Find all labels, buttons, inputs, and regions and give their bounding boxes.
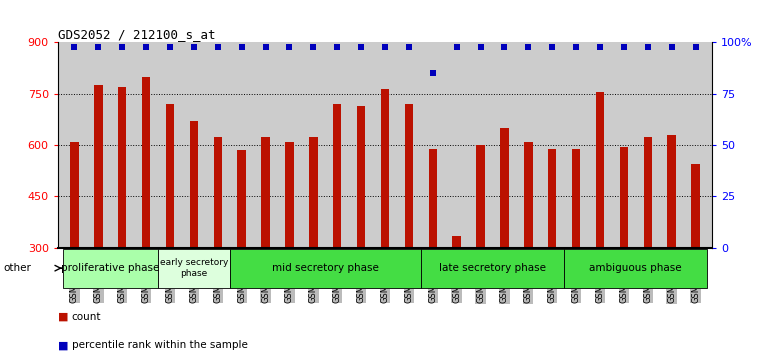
- Text: count: count: [72, 312, 101, 322]
- Bar: [70, 142, 79, 248]
- Bar: [644, 137, 652, 248]
- Bar: [572, 149, 581, 248]
- Text: other: other: [4, 263, 32, 273]
- Bar: [189, 121, 198, 248]
- Text: percentile rank within the sample: percentile rank within the sample: [72, 340, 247, 350]
- Bar: [477, 145, 485, 248]
- Bar: [142, 77, 150, 248]
- Bar: [429, 149, 437, 248]
- Text: mid secretory phase: mid secretory phase: [272, 263, 379, 273]
- Bar: [405, 104, 413, 248]
- Bar: [453, 236, 460, 248]
- Bar: [620, 147, 628, 248]
- Bar: [118, 87, 126, 248]
- Bar: [285, 142, 293, 248]
- Bar: [213, 137, 222, 248]
- Bar: [524, 142, 533, 248]
- Bar: [668, 135, 676, 248]
- Bar: [237, 150, 246, 248]
- Bar: [691, 164, 700, 248]
- Bar: [596, 92, 604, 248]
- Bar: [94, 85, 102, 248]
- Text: GDS2052 / 212100_s_at: GDS2052 / 212100_s_at: [58, 28, 216, 41]
- Bar: [310, 137, 317, 248]
- Bar: [548, 149, 557, 248]
- Text: ■: ■: [58, 312, 69, 322]
- Bar: [564, 249, 708, 288]
- Text: ambiguous phase: ambiguous phase: [590, 263, 682, 273]
- Text: early secretory
phase: early secretory phase: [159, 258, 228, 278]
- Bar: [158, 249, 229, 288]
- Text: proliferative phase: proliferative phase: [61, 263, 159, 273]
- Text: late secretory phase: late secretory phase: [439, 263, 546, 273]
- Bar: [261, 137, 270, 248]
- Bar: [500, 128, 509, 248]
- Bar: [333, 104, 341, 248]
- Bar: [62, 249, 158, 288]
- Bar: [166, 104, 174, 248]
- Bar: [381, 88, 389, 248]
- Bar: [421, 249, 564, 288]
- Bar: [229, 249, 421, 288]
- Bar: [357, 106, 365, 248]
- Text: ■: ■: [58, 340, 69, 350]
